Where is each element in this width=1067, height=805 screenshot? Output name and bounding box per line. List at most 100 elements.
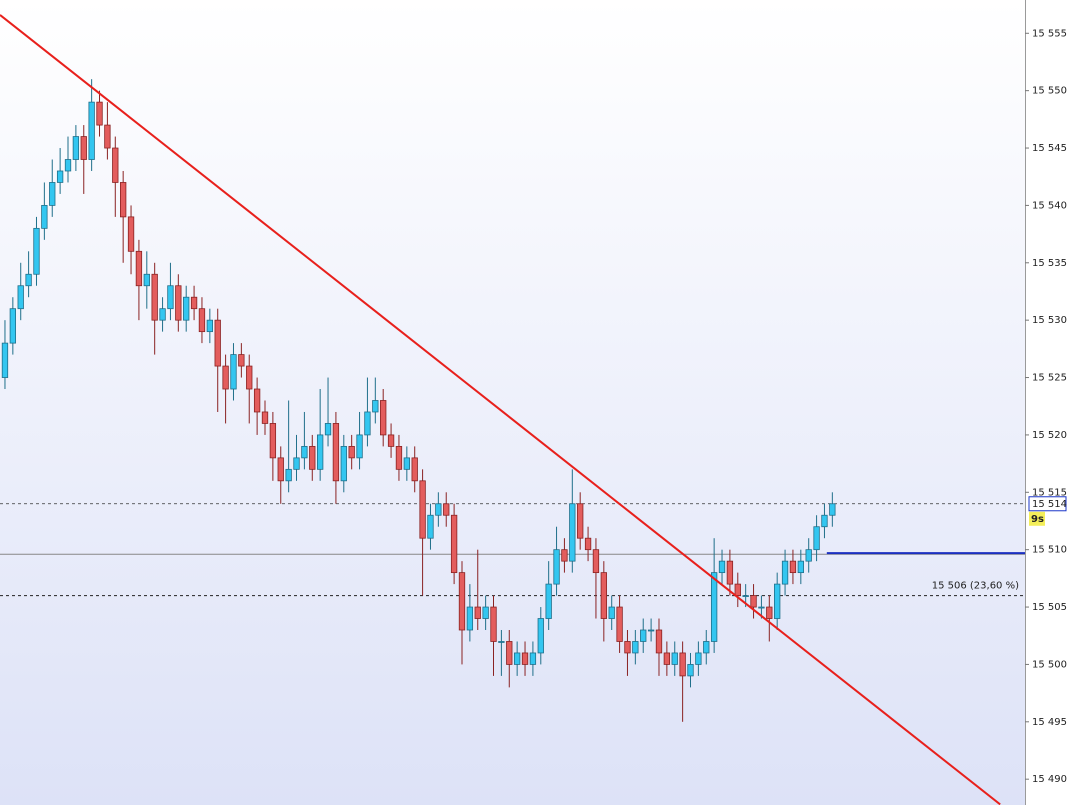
candle-body <box>458 572 466 631</box>
candle-body <box>238 354 245 367</box>
candle-body <box>750 595 757 608</box>
candle-body <box>435 503 442 516</box>
candle-body <box>427 514 434 539</box>
candle-body <box>364 411 371 436</box>
candle-body <box>17 285 24 310</box>
candle-body <box>183 296 190 321</box>
candle-body <box>348 445 355 459</box>
last-price-box <box>1028 496 1067 512</box>
candle-body <box>821 514 828 528</box>
candle-body <box>482 606 489 619</box>
candle-body <box>293 457 300 470</box>
candle-body <box>387 434 395 447</box>
candle-body <box>49 182 56 206</box>
candle-body <box>1 342 9 378</box>
candle-body <box>695 652 702 665</box>
candle-body <box>25 273 32 287</box>
candle-body <box>356 434 363 459</box>
candle-body <box>372 400 379 413</box>
candle-body <box>96 101 103 126</box>
y-tick-label: 15 545 <box>1032 143 1067 154</box>
candle-body <box>261 411 269 424</box>
candle-body <box>726 560 734 585</box>
candle-body <box>703 641 710 654</box>
y-tick-label: 15 530 <box>1032 315 1067 326</box>
y-tick-label: 15 520 <box>1032 430 1067 441</box>
candle-body <box>222 365 229 390</box>
candle-body <box>419 480 426 539</box>
candle-body <box>190 296 198 310</box>
y-tick-label: 15 490 <box>1032 774 1067 785</box>
candle-body <box>813 526 820 551</box>
candle-body <box>175 285 182 321</box>
y-tick-label: 15 510 <box>1032 545 1067 556</box>
candle-body <box>742 595 749 597</box>
candle-body <box>253 388 261 413</box>
candle-body <box>797 560 804 574</box>
candle-body <box>33 227 40 275</box>
candle-body <box>151 273 158 321</box>
candle-body <box>663 652 671 665</box>
candle-body <box>159 308 166 321</box>
candle-body <box>206 319 213 333</box>
candle-body <box>112 147 119 183</box>
plot-background <box>0 0 1025 805</box>
candle-body <box>490 606 497 642</box>
candle-body <box>561 549 568 562</box>
candle-body <box>56 170 64 183</box>
candle-body <box>9 308 17 344</box>
y-tick-label: 15 550 <box>1032 86 1067 97</box>
y-tick-label: 15 505 <box>1032 602 1067 613</box>
candle-body <box>758 606 765 609</box>
candle-body <box>734 583 741 596</box>
candle-body <box>624 641 631 654</box>
countdown-label: 9s <box>1031 514 1044 525</box>
candle-body <box>167 285 174 310</box>
axis-panel <box>1025 0 1067 805</box>
candle-body <box>545 583 552 619</box>
candle-body <box>269 423 277 459</box>
candle-body <box>537 618 544 654</box>
fib-label: 15 506 (23,60 %) <box>932 581 1019 592</box>
candle-body <box>127 216 135 252</box>
candle-body <box>135 250 143 287</box>
candle-body <box>301 445 308 459</box>
candle-body <box>632 641 639 654</box>
candle-body <box>88 101 95 160</box>
candle-body <box>829 503 836 516</box>
y-tick-label: 15 515 <box>1032 487 1067 498</box>
candle-body <box>198 308 206 333</box>
y-tick-label: 15 535 <box>1032 258 1067 269</box>
candle-body <box>80 136 87 160</box>
candle-body <box>506 641 513 665</box>
candle-body <box>616 606 623 642</box>
y-tick-label: 15 525 <box>1032 373 1067 384</box>
candle-body <box>41 205 48 229</box>
candle-body <box>529 652 537 665</box>
candle-body <box>640 629 647 642</box>
candle-body <box>774 583 781 619</box>
candle-body <box>395 445 403 470</box>
candle-body <box>584 537 592 551</box>
candle-body <box>577 503 584 539</box>
candle-body <box>340 445 347 482</box>
candle-body <box>443 503 450 516</box>
y-tick-label: 15 555 <box>1032 28 1067 39</box>
y-tick-label: 15 540 <box>1032 200 1067 211</box>
candle-body <box>214 319 221 367</box>
candle-body <box>450 514 458 574</box>
candle-body <box>411 457 418 482</box>
candle-body <box>230 354 237 390</box>
countdown-box <box>1029 511 1045 526</box>
y-tick-label: 15 495 <box>1032 717 1067 728</box>
candle-body <box>789 560 797 574</box>
candle-body <box>64 159 72 172</box>
candle-body <box>553 549 560 585</box>
candle-body <box>647 629 655 632</box>
candle-body <box>316 434 324 470</box>
candle-body <box>332 423 340 482</box>
candle-body <box>285 468 292 482</box>
candle-body <box>600 572 607 619</box>
y-tick-label: 15 500 <box>1032 659 1067 670</box>
